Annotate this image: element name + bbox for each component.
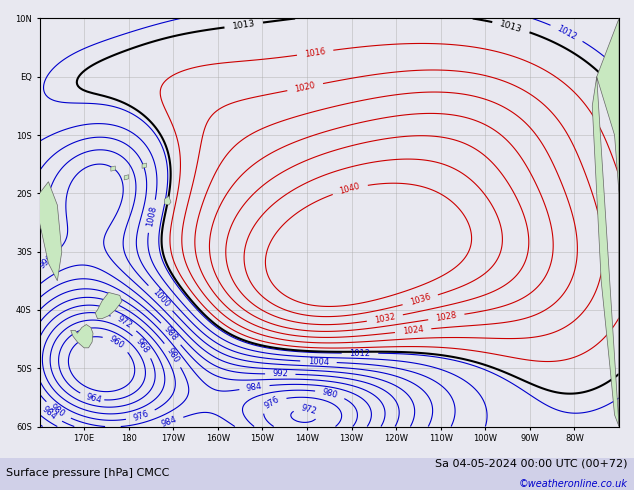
Text: 968: 968 (134, 337, 151, 355)
Text: Sa 04-05-2024 00:00 UTC (00+72): Sa 04-05-2024 00:00 UTC (00+72) (435, 458, 628, 468)
Polygon shape (111, 166, 115, 171)
Text: 1020: 1020 (294, 80, 316, 94)
Text: 972: 972 (115, 314, 133, 330)
Text: 1012: 1012 (555, 24, 578, 42)
Polygon shape (592, 19, 619, 426)
Text: 1004: 1004 (307, 357, 329, 367)
Text: 1036: 1036 (409, 293, 432, 307)
Text: 996: 996 (37, 253, 55, 270)
Text: 980: 980 (321, 387, 339, 400)
Text: 972: 972 (300, 403, 318, 416)
Text: 1000: 1000 (150, 287, 171, 309)
Text: 1013: 1013 (499, 19, 524, 34)
Polygon shape (71, 324, 93, 348)
Text: 980: 980 (165, 346, 181, 365)
Text: 980: 980 (49, 403, 67, 419)
Polygon shape (142, 163, 146, 168)
Text: 984: 984 (41, 405, 58, 422)
Text: 1032: 1032 (373, 312, 396, 325)
Polygon shape (39, 182, 61, 281)
Text: 960: 960 (108, 335, 126, 351)
Polygon shape (124, 175, 129, 180)
Text: 1008: 1008 (145, 205, 158, 227)
Polygon shape (164, 196, 171, 205)
Text: 1024: 1024 (402, 325, 424, 336)
Text: 1016: 1016 (304, 47, 327, 59)
Text: 984: 984 (246, 382, 263, 393)
Text: 976: 976 (263, 395, 281, 411)
Text: 976: 976 (132, 409, 150, 423)
Text: ©weatheronline.co.uk: ©weatheronline.co.uk (519, 479, 628, 489)
Text: 1040: 1040 (339, 182, 361, 196)
Text: 1013: 1013 (232, 19, 256, 31)
Text: 1028: 1028 (435, 311, 458, 323)
Text: 964: 964 (86, 392, 103, 405)
Text: Surface pressure [hPa] CMCC: Surface pressure [hPa] CMCC (6, 468, 170, 478)
Polygon shape (95, 293, 122, 318)
Text: 984: 984 (160, 416, 178, 429)
Text: 1012: 1012 (349, 348, 370, 358)
Text: 992: 992 (273, 369, 288, 379)
Text: 988: 988 (162, 325, 179, 343)
